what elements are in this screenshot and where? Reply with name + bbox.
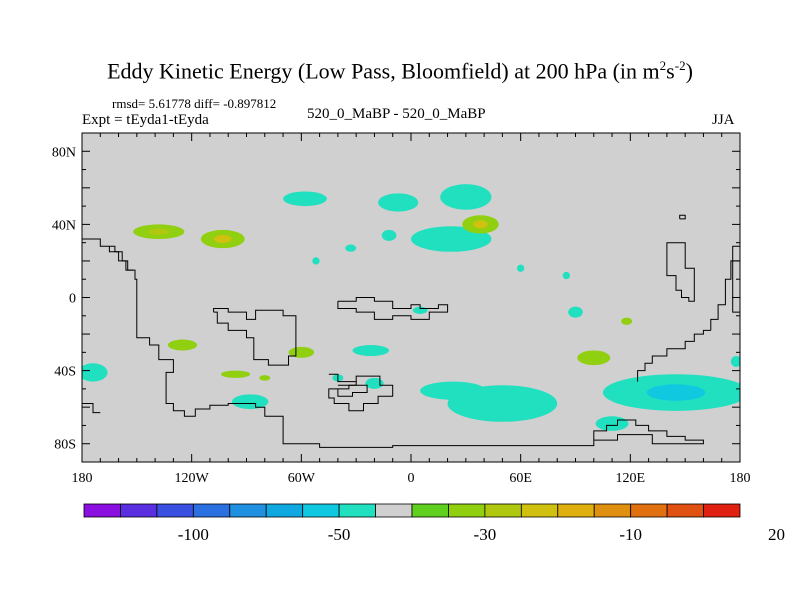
x-tick-label: 120E xyxy=(616,471,646,486)
chart-title: Eddy Kinetic Energy (Low Pass, Bloomfiel… xyxy=(0,58,800,84)
anomaly-29 xyxy=(595,416,629,431)
coastline-2 xyxy=(82,403,101,414)
anomaly-18 xyxy=(220,370,251,378)
colorbar-label: -50 xyxy=(328,525,351,544)
title-superscript-1: 2 xyxy=(659,58,667,73)
anomaly-16 xyxy=(288,346,315,358)
anomaly-3 xyxy=(345,244,357,252)
anomaly-core-1 xyxy=(213,234,232,244)
coastline-11 xyxy=(637,329,711,382)
anomaly-27 xyxy=(420,381,486,400)
title-mid: s xyxy=(666,58,675,84)
anomaly-core-0 xyxy=(148,228,170,235)
x-tick-label: 60E xyxy=(509,471,532,486)
coastline-1 xyxy=(108,246,134,271)
colorbar-box-4 xyxy=(229,503,267,518)
x-tick-label: 60W xyxy=(288,471,316,486)
colorbar-box-1 xyxy=(120,503,158,518)
coastline-4 xyxy=(337,297,449,320)
anomaly-22 xyxy=(365,377,384,389)
title-end: ) xyxy=(685,58,693,84)
anomaly-4 xyxy=(378,193,419,212)
center-label: 520_0_MaBP - 520_0_MaBP xyxy=(307,106,486,122)
colorbar-box-7 xyxy=(338,503,376,518)
anomaly-10 xyxy=(517,264,525,272)
x-tick-label: 0 xyxy=(408,471,415,486)
coastline-9 xyxy=(732,245,740,313)
anomaly-6 xyxy=(411,226,492,252)
anomaly-23 xyxy=(577,350,611,366)
colorbar-box-14 xyxy=(593,503,632,518)
plot-background xyxy=(82,133,740,462)
colorbar-box-2 xyxy=(156,503,194,518)
colorbar-box-11 xyxy=(484,503,522,518)
anomaly-2 xyxy=(283,191,327,207)
colorbar-label: 20 xyxy=(768,525,785,544)
colorbar-box-10 xyxy=(448,503,486,518)
x-tick-label: 180 xyxy=(730,471,751,486)
anomaly-11 xyxy=(562,271,571,280)
y-tick-label: 40N xyxy=(52,218,76,233)
y-tick-label: 80N xyxy=(52,145,76,160)
colorbar-box-6 xyxy=(302,503,340,518)
colorbar-box-9 xyxy=(411,503,449,518)
anomaly-17 xyxy=(352,345,390,356)
anomaly-24 xyxy=(730,355,740,367)
title-main: Eddy Kinetic Energy (Low Pass, Bloomfiel… xyxy=(107,58,660,84)
coastline-5 xyxy=(328,373,394,412)
anomaly-20 xyxy=(82,363,108,382)
colorbar-box-0 xyxy=(83,503,121,518)
coastline-8 xyxy=(679,214,686,220)
anomaly-layer xyxy=(82,184,740,431)
colorbar-label: -100 xyxy=(178,525,209,544)
coastline-0 xyxy=(82,238,704,448)
colorbar: -100-50-30-10204075150 xyxy=(83,503,785,544)
coastline-7 xyxy=(666,242,695,302)
season-label: JJA xyxy=(712,112,735,128)
colorbar-box-17 xyxy=(703,503,741,518)
colorbar-box-12 xyxy=(520,503,559,518)
colorbar-box-16 xyxy=(666,503,704,518)
anomaly-15 xyxy=(167,339,198,351)
anomaly-9 xyxy=(312,257,320,265)
anomaly-8 xyxy=(381,229,397,241)
y-tick-label: 0 xyxy=(69,292,76,307)
coastline-layer xyxy=(82,214,740,448)
anomaly-13 xyxy=(568,306,583,318)
title-superscript-2: -2 xyxy=(674,58,686,73)
axis-ticks: 180 120W 60W 0 60E 120E 180 80N 40N 0 40S 80S xyxy=(52,132,751,486)
anomaly-5 xyxy=(440,184,492,210)
colorbar-box-13 xyxy=(557,503,595,518)
colorbar-box-15 xyxy=(630,503,668,518)
y-tick-label: 80S xyxy=(54,438,76,453)
coastline-6 xyxy=(337,381,357,386)
colorbar-label: -30 xyxy=(474,525,497,544)
anomaly-core-28 xyxy=(646,384,706,401)
anomaly-25 xyxy=(231,394,269,409)
stats-label: rmsd= 5.61778 diff= -0.897812 xyxy=(112,96,277,111)
experiment-label: Expt = tEyda1-tEyda xyxy=(82,112,209,128)
colorbar-label: -10 xyxy=(619,525,642,544)
x-tick-label: 180 xyxy=(72,471,93,486)
anomaly-19 xyxy=(259,375,271,381)
colorbar-box-8 xyxy=(375,503,413,518)
anomaly-14 xyxy=(621,317,633,325)
coastline-3 xyxy=(213,308,297,366)
x-tick-label: 120W xyxy=(175,471,210,486)
colorbar-box-5 xyxy=(265,503,304,518)
coastline-10 xyxy=(710,260,740,331)
colorbar-box-3 xyxy=(192,503,231,518)
y-tick-label: 40S xyxy=(54,365,76,380)
anomaly-core-7 xyxy=(473,220,488,229)
